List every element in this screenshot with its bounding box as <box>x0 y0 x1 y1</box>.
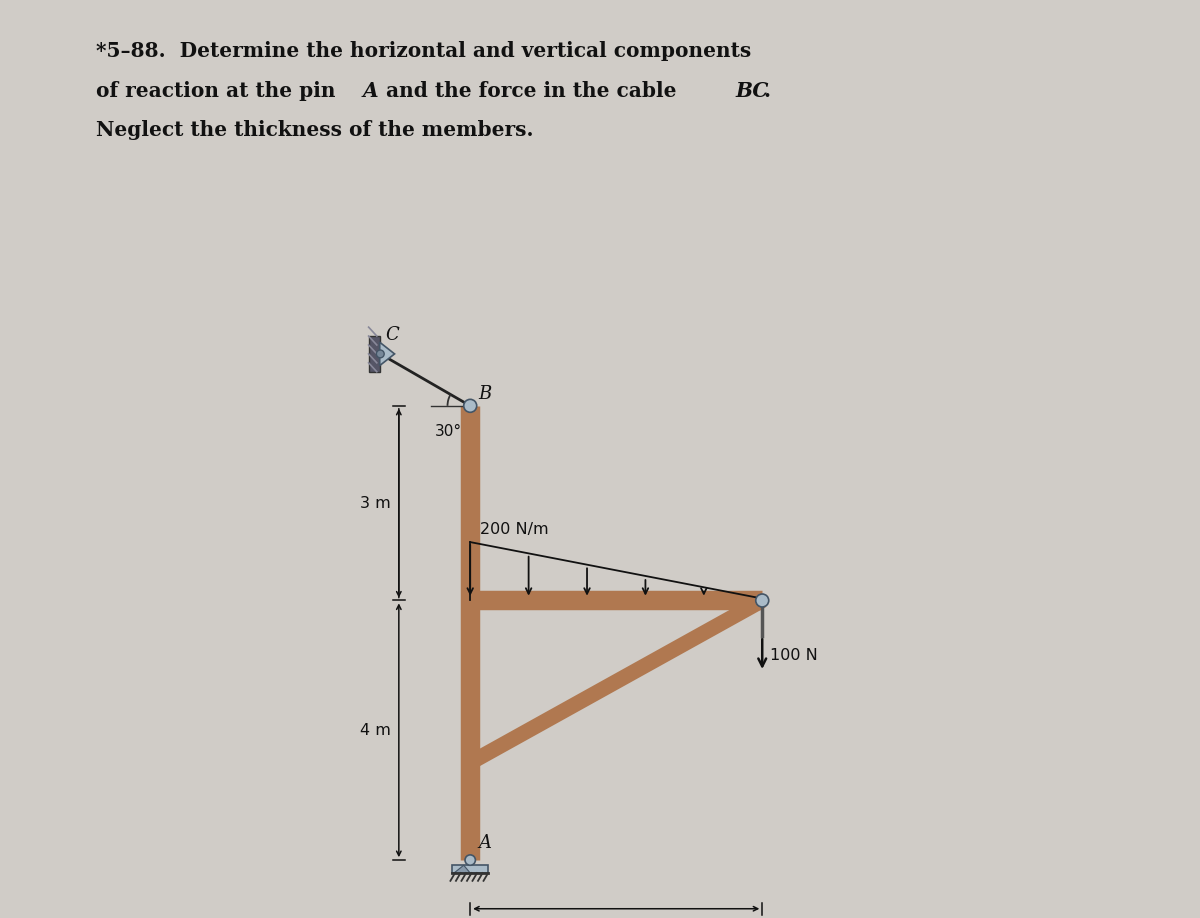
Text: 4 m: 4 m <box>360 722 391 738</box>
Text: A: A <box>479 834 492 852</box>
Text: *5–88.  Determine the horizontal and vertical components: *5–88. Determine the horizontal and vert… <box>96 41 751 62</box>
Polygon shape <box>454 866 470 873</box>
Polygon shape <box>379 342 395 365</box>
Text: 30°: 30° <box>434 424 462 439</box>
Text: B: B <box>479 385 492 403</box>
Text: and the force in the cable: and the force in the cable <box>379 81 684 101</box>
Circle shape <box>377 350 384 358</box>
Text: 200 N/m: 200 N/m <box>480 522 548 537</box>
Text: A: A <box>362 81 378 101</box>
Text: BC: BC <box>736 81 769 101</box>
Bar <box>452 866 488 873</box>
Bar <box>368 336 380 372</box>
Text: 3 m: 3 m <box>360 496 391 510</box>
Text: C: C <box>385 326 400 344</box>
Circle shape <box>466 855 475 866</box>
Text: .: . <box>763 81 770 101</box>
Text: Neglect the thickness of the members.: Neglect the thickness of the members. <box>96 120 534 140</box>
Text: 100 N: 100 N <box>770 648 817 663</box>
Text: of reaction at the pin: of reaction at the pin <box>96 81 342 101</box>
Circle shape <box>463 399 476 412</box>
Circle shape <box>756 594 769 607</box>
